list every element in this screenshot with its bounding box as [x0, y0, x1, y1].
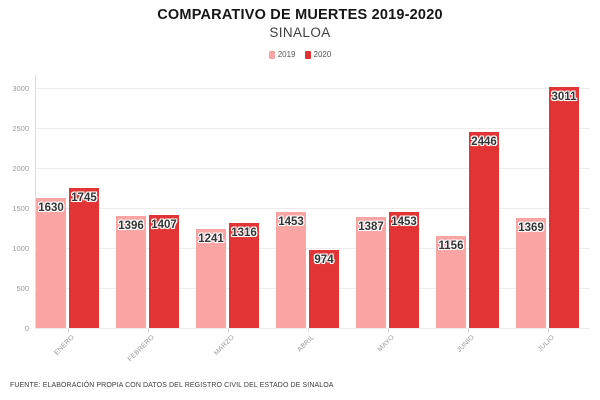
x-axis-label-enero: ENERO	[52, 334, 76, 357]
bar-2020-abril[interactable]: 974	[309, 250, 339, 328]
bar-2020-marzo[interactable]: 1316	[229, 222, 259, 328]
bar-2019-mayo[interactable]: 1387	[356, 217, 386, 328]
gridline	[35, 168, 590, 169]
y-axis-tick-label: 1000	[12, 244, 29, 253]
x-axis-label-febrero: FEBRERO	[126, 334, 156, 364]
x-axis-tick	[307, 329, 309, 332]
x-axis-tick	[547, 329, 549, 332]
chart-subtitle: SINALOA	[269, 25, 331, 40]
x-axis-tick	[67, 329, 69, 332]
bar-value-label: 1241	[198, 232, 224, 245]
bar-2020-enero[interactable]: 1745	[69, 188, 99, 328]
bar-2020-julio[interactable]: 3011	[549, 87, 579, 328]
y-axis-tick-label: 2000	[12, 164, 29, 173]
chart-title: COMPARATIVO DE MUERTES 2019-2020	[157, 7, 443, 23]
bar-value-label: 1369	[518, 222, 544, 235]
y-axis-tick-label: 500	[16, 284, 29, 293]
bar-value-label: 3011	[551, 91, 577, 104]
bar-value-label: 2446	[471, 136, 497, 149]
gridline	[35, 88, 590, 89]
y-axis-tick-label: 2500	[12, 124, 29, 133]
x-axis-tick	[467, 329, 469, 332]
bar-value-label: 1630	[38, 201, 64, 214]
bar-2019-marzo[interactable]: 1241	[196, 228, 226, 328]
bar-2019-febrero[interactable]: 1396	[116, 216, 146, 328]
bar-value-label: 1156	[438, 239, 464, 252]
source-note: FUENTE: ELABORACIÓN PROPIA CON DATOS DEL…	[10, 382, 334, 389]
bar-value-label: 1453	[391, 215, 417, 228]
bar-value-label: 1396	[118, 220, 144, 233]
x-axis-label-abril: ABRIL	[295, 334, 316, 354]
x-axis-label-marzo: MARZO	[212, 334, 236, 358]
bar-2019-abril[interactable]: 1453	[276, 211, 306, 328]
legend-item-2020[interactable]: 2020	[304, 50, 332, 59]
gridline	[35, 128, 590, 129]
bar-value-label: 1745	[71, 192, 97, 205]
gridline	[35, 208, 590, 209]
bar-value-label: 1387	[358, 221, 384, 234]
x-axis-label-mayo: MAYO	[376, 334, 396, 354]
bar-2020-febrero[interactable]: 1407	[149, 215, 179, 328]
bar-2019-enero[interactable]: 1630	[36, 197, 66, 328]
bar-2019-junio[interactable]: 1156	[436, 235, 466, 328]
bar-value-label: 974	[314, 254, 334, 267]
y-axis-line	[35, 75, 36, 329]
bar-value-label: 1316	[231, 226, 257, 239]
y-axis-tick-label: 0	[24, 324, 29, 333]
gridline	[35, 328, 590, 329]
legend: 2019 2020	[0, 50, 600, 59]
legend-swatch-2019	[268, 50, 275, 59]
x-axis-tick	[387, 329, 389, 332]
x-axis-label-julio: JULIO	[536, 334, 556, 354]
bar-2020-mayo[interactable]: 1453	[389, 211, 419, 328]
y-axis-tick-label: 3000	[12, 84, 29, 93]
x-axis-tick	[227, 329, 229, 332]
bar-2020-junio[interactable]: 2446	[469, 132, 499, 328]
bar-2019-julio[interactable]: 1369	[516, 218, 546, 328]
gridline	[35, 248, 590, 249]
x-axis-label-junio: JUNIO	[455, 334, 476, 355]
x-axis-tick	[147, 329, 149, 332]
y-axis-tick-label: 1500	[12, 204, 29, 213]
legend-swatch-2020	[304, 50, 311, 59]
bar-value-label: 1453	[278, 215, 304, 228]
legend-label: 2019	[277, 50, 296, 59]
legend-label: 2020	[313, 50, 332, 59]
legend-item-2019[interactable]: 2019	[268, 50, 296, 59]
bar-value-label: 1407	[151, 219, 177, 232]
